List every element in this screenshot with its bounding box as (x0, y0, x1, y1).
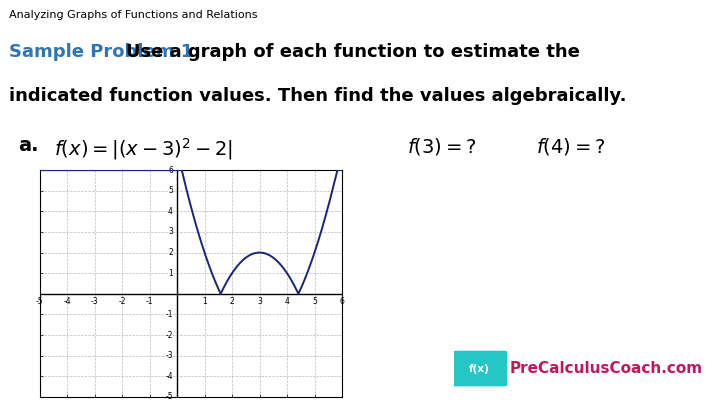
Text: 1: 1 (168, 269, 173, 278)
Text: $f(3) =?$: $f(3) =?$ (407, 136, 476, 157)
Text: 3: 3 (257, 297, 262, 306)
Text: -5: -5 (166, 392, 173, 401)
Text: a.: a. (18, 136, 38, 155)
Text: -5: -5 (36, 297, 43, 306)
Text: 2: 2 (230, 297, 235, 306)
Text: 5: 5 (312, 297, 317, 306)
Text: 2: 2 (168, 248, 173, 257)
Text: Sample Problem 1:: Sample Problem 1: (9, 43, 200, 60)
Text: indicated function values. Then find the values algebraically.: indicated function values. Then find the… (9, 87, 626, 105)
Text: Use a graph of each function to estimate the: Use a graph of each function to estimate… (126, 43, 580, 60)
Text: f(x): f(x) (469, 364, 490, 373)
Text: 5: 5 (168, 186, 173, 195)
Text: -3: -3 (166, 351, 173, 360)
Text: $f(4) =?$: $f(4) =?$ (536, 136, 606, 157)
Text: 4: 4 (284, 297, 289, 306)
Text: -1: -1 (166, 310, 173, 319)
Text: 4: 4 (168, 207, 173, 216)
Text: PreCalculusCoach.com: PreCalculusCoach.com (510, 361, 703, 376)
Text: -3: -3 (91, 297, 99, 306)
Text: Analyzing Graphs of Functions and Relations: Analyzing Graphs of Functions and Relati… (9, 10, 257, 20)
Text: 3: 3 (168, 228, 173, 237)
Text: -2: -2 (166, 330, 173, 339)
Text: $f(x) = |(x-3)^2 - 2|$: $f(x) = |(x-3)^2 - 2|$ (54, 136, 233, 162)
Text: 1: 1 (202, 297, 207, 306)
Text: 6: 6 (340, 297, 344, 306)
Text: -1: -1 (146, 297, 153, 306)
Text: -2: -2 (118, 297, 126, 306)
Text: 6: 6 (168, 166, 173, 175)
FancyBboxPatch shape (451, 351, 508, 386)
Text: -4: -4 (63, 297, 71, 306)
Text: -4: -4 (166, 372, 173, 381)
